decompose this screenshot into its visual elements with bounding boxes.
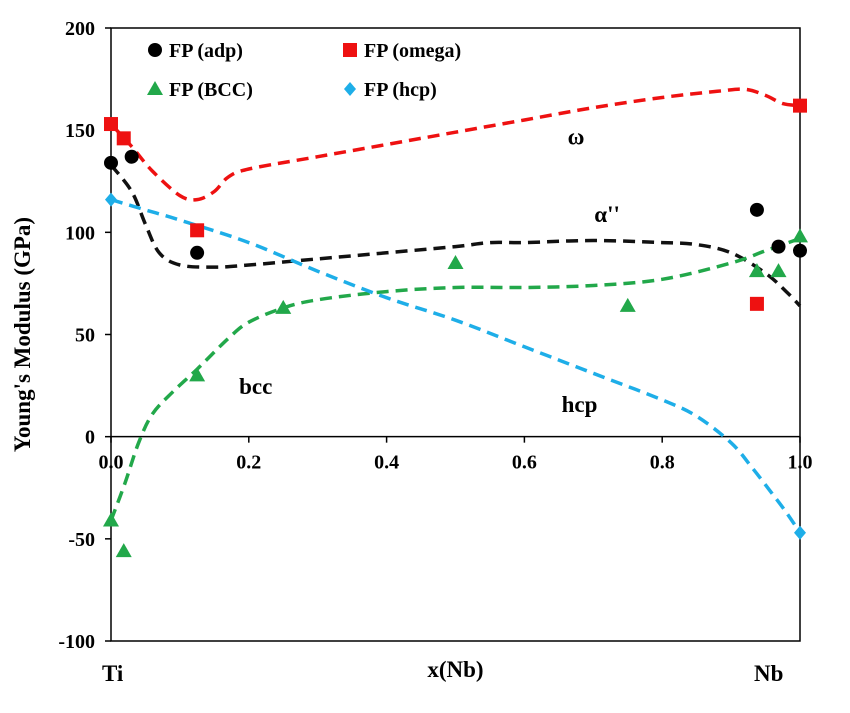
hcp-fit-curve xyxy=(110,197,802,534)
x-tick-label: 0.8 xyxy=(650,452,675,474)
y-tick-label: 0 xyxy=(85,427,95,449)
bcc-point xyxy=(770,263,787,278)
x-end-label-right: Nb xyxy=(754,661,783,686)
adp-point xyxy=(124,149,139,164)
bcc-point xyxy=(115,543,132,558)
x-tick-label: 1.0 xyxy=(788,452,813,474)
hcp-point xyxy=(105,192,117,207)
adp-point xyxy=(190,245,205,260)
plot-area xyxy=(110,27,801,642)
x-end-label-left: Ti xyxy=(102,661,124,686)
bcc-point xyxy=(447,254,464,269)
legend-marker xyxy=(343,43,357,57)
omega-point xyxy=(116,131,131,146)
legend-item-adp: FP (adp) xyxy=(169,40,243,62)
legend: FP (adp) FP (omega) FP (BCC) FP (hcp) xyxy=(147,40,461,101)
y-axis-ticks: 200 150 100 50 0 -50 -100 xyxy=(58,18,111,653)
y-tick-label: 100 xyxy=(65,222,95,244)
x-tick-label: 0.2 xyxy=(236,452,261,474)
legend-item-omega: FP (omega) xyxy=(364,40,461,62)
adp-point xyxy=(793,243,807,258)
data-markers xyxy=(103,98,808,558)
y-tick-label: 150 xyxy=(65,120,95,142)
y-tick-label: 50 xyxy=(75,325,95,347)
hcp-point xyxy=(794,525,806,540)
bcc-point xyxy=(748,263,765,278)
adp-point xyxy=(749,202,764,217)
x-axis-ticks: 0.0 0.2 0.4 0.6 0.8 1.0 xyxy=(99,436,813,474)
adp-point xyxy=(771,239,786,254)
legend-marker xyxy=(344,82,356,96)
adp-point xyxy=(104,155,118,170)
bcc-fit-curve xyxy=(109,236,801,522)
omega-label: ω xyxy=(568,124,585,149)
fit-curves xyxy=(109,87,802,534)
y-tick-label: -100 xyxy=(58,631,95,653)
y-tick-label: -50 xyxy=(68,529,95,551)
x-tick-label: 0.6 xyxy=(512,452,537,474)
legend-marker xyxy=(148,43,162,57)
y-tick-label: 200 xyxy=(65,18,95,40)
x-axis-title: x(Nb) xyxy=(427,657,483,682)
omega-fit-curve xyxy=(109,87,801,202)
bcc-point xyxy=(103,512,119,527)
alpha-label: α'' xyxy=(594,202,620,227)
x-tick-label: 0.0 xyxy=(99,452,124,474)
legend-item-bcc: FP (BCC) xyxy=(169,79,253,101)
omega-point xyxy=(104,117,118,132)
legend-marker xyxy=(147,81,163,95)
legend-item-hcp: FP (hcp) xyxy=(364,79,437,101)
y-axis-title: Young's Modulus (GPa) xyxy=(10,217,35,452)
bcc-label: bcc xyxy=(239,374,272,399)
bcc-point xyxy=(792,228,808,243)
omega-point xyxy=(749,296,764,311)
bcc-point xyxy=(189,367,206,382)
hcp-label: hcp xyxy=(562,392,598,417)
x-tick-label: 0.4 xyxy=(374,452,399,474)
omega-point xyxy=(190,223,205,238)
bcc-point xyxy=(619,297,636,312)
omega-point xyxy=(793,98,807,113)
bcc-point xyxy=(275,299,292,314)
alpha-fit-curve xyxy=(109,163,802,308)
curve-annotations: ω α'' bcc hcp xyxy=(239,124,620,417)
